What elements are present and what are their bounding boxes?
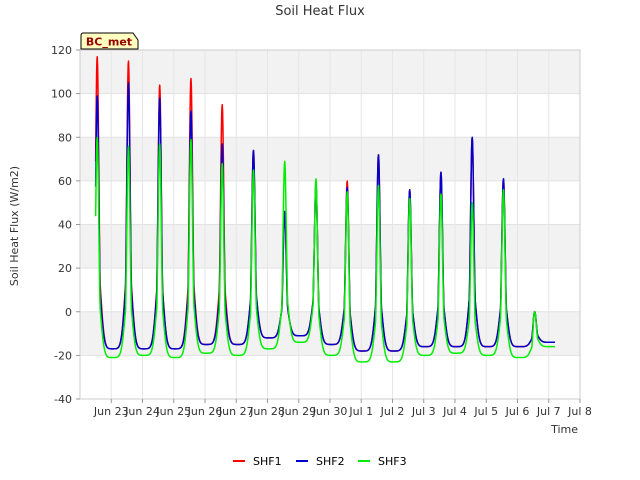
y-tick-label: 100 — [51, 88, 72, 101]
x-tick-label: Jul 3 — [411, 405, 436, 418]
x-tick-label: Jul 4 — [442, 405, 467, 418]
y-tick-label: 80 — [58, 131, 72, 144]
series-line-shf2 — [94, 82, 556, 352]
x-tick-label: Jul 8 — [567, 405, 592, 418]
y-tick-label: 40 — [58, 219, 72, 232]
y-tick-label: 20 — [58, 262, 72, 275]
y-tick-label: -40 — [54, 393, 72, 406]
x-tick-label: Jul 1 — [348, 405, 373, 418]
series-line-shf3 — [94, 136, 556, 363]
x-tick-label: Jun 24 — [124, 405, 160, 418]
x-tick-label: Jul 7 — [536, 405, 561, 418]
chart-legend: SHF1 SHF2 SHF3 — [233, 455, 407, 468]
y-tick-label: 60 — [58, 175, 72, 188]
x-tick-label: Jul 2 — [380, 405, 405, 418]
site-label-badge: BC_met — [80, 32, 139, 50]
y-tick-label: 0 — [65, 306, 72, 319]
y-axis-ticks: -40 -20 0 20 40 60 80 100 120 — [51, 44, 80, 406]
x-tick-label: Jun 29 — [280, 405, 316, 418]
legend-label-shf3: SHF3 — [378, 455, 407, 468]
chart-title: Soil Heat Flux — [275, 4, 365, 19]
x-tick-label: Jun 25 — [155, 405, 191, 418]
x-tick-label: Jun 23 — [93, 405, 129, 418]
legend-label-shf1: SHF1 — [253, 455, 282, 468]
grid-lines — [80, 49, 581, 400]
x-tick-label: Jun 26 — [187, 405, 223, 418]
x-tick-label: Jun 28 — [249, 405, 285, 418]
legend-label-shf2: SHF2 — [316, 455, 345, 468]
x-tick-label: Jun 30 — [312, 405, 348, 418]
y-axis-label: Soil Heat Flux (W/m2) — [8, 166, 21, 286]
site-label-text: BC_met — [86, 36, 132, 49]
y-tick-label: 120 — [51, 44, 72, 57]
series-layer — [94, 56, 556, 363]
x-tick-label: Jun 27 — [218, 405, 254, 418]
x-tick-label: Jul 6 — [505, 405, 530, 418]
x-tick-label: Jul 5 — [473, 405, 498, 418]
x-axis-label: Time — [550, 423, 578, 436]
y-tick-label: -20 — [54, 349, 72, 362]
